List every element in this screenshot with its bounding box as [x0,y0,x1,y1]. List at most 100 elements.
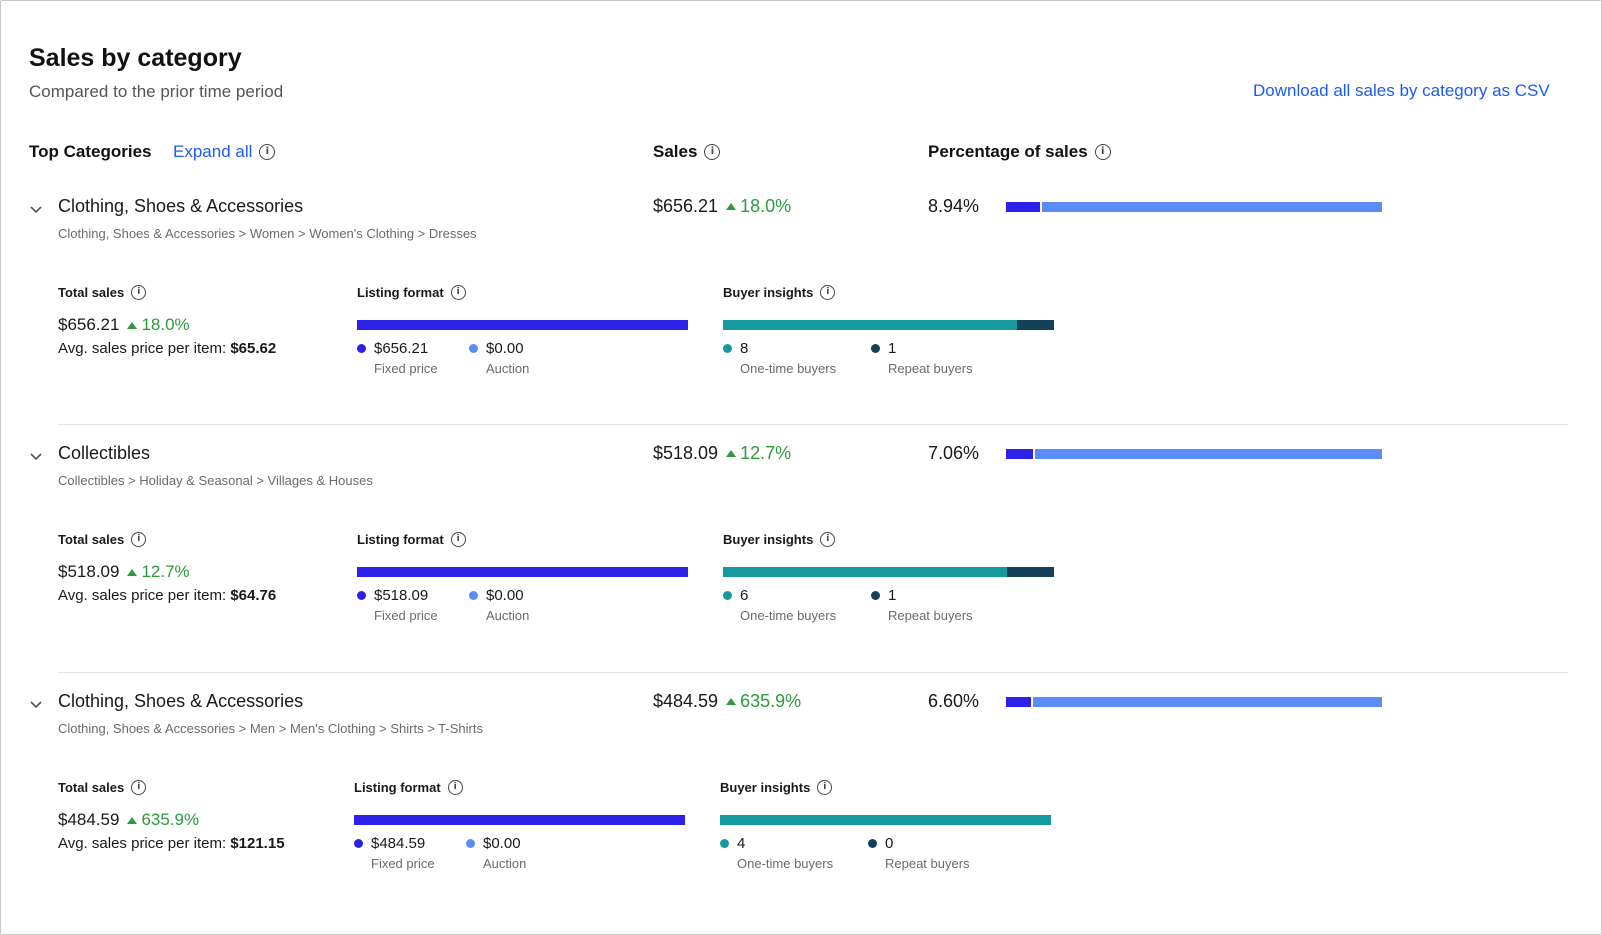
repeat-buyers-value: 1 [888,340,897,357]
avg-sales-price: Avg. sales price per item: $121.15 [58,835,285,852]
trend-up-icon [726,698,737,705]
top-categories-label: Top Categories [29,142,152,161]
listing-format-header: Listing format i [357,532,466,547]
info-icon[interactable]: i [450,532,466,547]
category-sales: $656.21 18.0% [653,196,791,217]
avg-sales-price: Avg. sales price per item: $65.62 [58,340,276,357]
listing-format-bar [357,567,688,577]
total-sales-change-value: 12.7% [141,562,190,581]
sales-change-value: 635.9% [740,691,802,711]
one-time-buyers-label: One-time buyers [740,361,837,376]
total-sales-change-value: 635.9% [141,810,200,829]
percentage-bar [1006,697,1382,707]
repeat-buyers-value: 1 [888,587,897,604]
total-sales-value: $656.21 18.0% [58,315,190,335]
sales-column-label: Sales [653,142,698,161]
chevron-down-icon[interactable] [29,202,43,216]
one-time-buyers-label: One-time buyers [737,856,834,871]
repeat-buyers-legend: 0 [868,835,893,852]
avg-sales-price-label: Avg. sales price per item: [58,340,227,357]
auction-dot [466,839,475,848]
listing-format-header: Listing format i [354,780,463,795]
buyer-insights-bar [723,567,1054,577]
sales-amount: $484.59 [653,691,719,711]
repeat-buyers-dot [871,344,880,353]
sales-change: 635.9% [726,691,801,712]
chevron-down-icon[interactable] [29,449,43,463]
trend-up-icon [726,450,737,457]
repeat-buyers-label: Repeat buyers [888,608,973,623]
one-time-buyers-dot [723,344,732,353]
info-icon[interactable]: i [259,144,276,160]
total-sales-amount: $518.09 [58,562,120,581]
percentage-bar-fill [1006,202,1042,212]
listing-format-label: Listing format [357,285,444,300]
trend-up-icon [127,568,138,576]
avg-sales-price-label: Avg. sales price per item: [58,587,227,604]
fixed-price-legend: $656.21 [357,340,428,357]
trend-up-icon [127,816,138,824]
section-divider [58,424,1568,425]
total-sales-change-value: 18.0% [141,315,190,334]
category-name[interactable]: Clothing, Shoes & Accessories [58,196,304,216]
category-sales: $484.59 635.9% [653,691,801,712]
info-icon[interactable]: i [131,532,147,547]
buyer-insights-label: Buyer insights [720,780,811,795]
info-icon[interactable]: i [820,285,836,300]
total-sales-header: Total sales i [58,532,147,547]
info-icon[interactable]: i [1094,144,1111,160]
one-time-buyers-legend: 4 [720,835,745,852]
total-sales-label: Total sales [58,285,125,300]
avg-sales-price-label: Avg. sales price per item: [58,835,227,852]
buyer-insights-label: Buyer insights [723,532,814,547]
total-sales-change: 18.0% [127,315,190,335]
top-categories-header: Top Categories [29,142,151,162]
category-name[interactable]: Clothing, Shoes & Accessories [58,691,304,711]
info-icon[interactable]: i [704,144,721,160]
category-sales: $518.09 12.7% [653,443,791,464]
expand-all-link[interactable]: Expand all i [173,142,276,162]
sales-change-value: 18.0% [740,196,792,216]
fixed-price-legend: $484.59 [354,835,425,852]
fixed-price-segment [357,320,688,330]
listing-format-bar [357,320,688,330]
page-subtitle: Compared to the prior time period [29,82,284,101]
category-row: Collectibles Collectibles > Holiday & Se… [0,427,1602,677]
total-sales-label: Total sales [58,780,125,795]
sales-amount: $518.09 [653,443,719,463]
repeat-buyers-legend: 1 [871,340,896,357]
percentage-column-header: Percentage of sales i [928,142,1111,162]
section-divider [58,672,1568,673]
chevron-down-icon[interactable] [29,697,43,711]
auction-value: $0.00 [486,587,524,604]
info-icon[interactable]: i [131,780,147,795]
one-time-buyers-segment [723,567,1007,577]
page-title: Sales by category [29,44,242,72]
info-icon[interactable]: i [450,285,466,300]
download-csv-link[interactable]: Download all sales by category as CSV [1253,81,1550,100]
info-icon[interactable]: i [131,285,147,300]
percentage-bar-fill [1006,697,1033,707]
expand-all-label[interactable]: Expand all [173,142,253,161]
fixed-price-legend: $518.09 [357,587,428,604]
fixed-price-label: Fixed price [371,856,435,871]
listing-format-bar [354,815,685,825]
fixed-price-label: Fixed price [374,608,438,623]
listing-format-label: Listing format [354,780,441,795]
auction-legend: $0.00 [469,587,524,604]
auction-value: $0.00 [483,835,521,852]
auction-label: Auction [486,608,530,623]
info-icon[interactable]: i [447,780,463,795]
category-name[interactable]: Collectibles [58,443,151,463]
repeat-buyers-label: Repeat buyers [885,856,970,871]
total-sales-change: 635.9% [127,810,199,830]
fixed-price-value: $484.59 [371,835,426,852]
percentage-of-sales: 8.94% [928,196,980,216]
repeat-buyers-label: Repeat buyers [888,361,973,376]
percentage-column-label: Percentage of sales [928,142,1088,161]
avg-sales-price-value: $65.62 [230,340,277,357]
buyer-insights-header: Buyer insights i [723,532,836,547]
info-icon[interactable]: i [817,780,833,795]
info-icon[interactable]: i [820,532,836,547]
one-time-buyers-legend: 8 [723,340,748,357]
